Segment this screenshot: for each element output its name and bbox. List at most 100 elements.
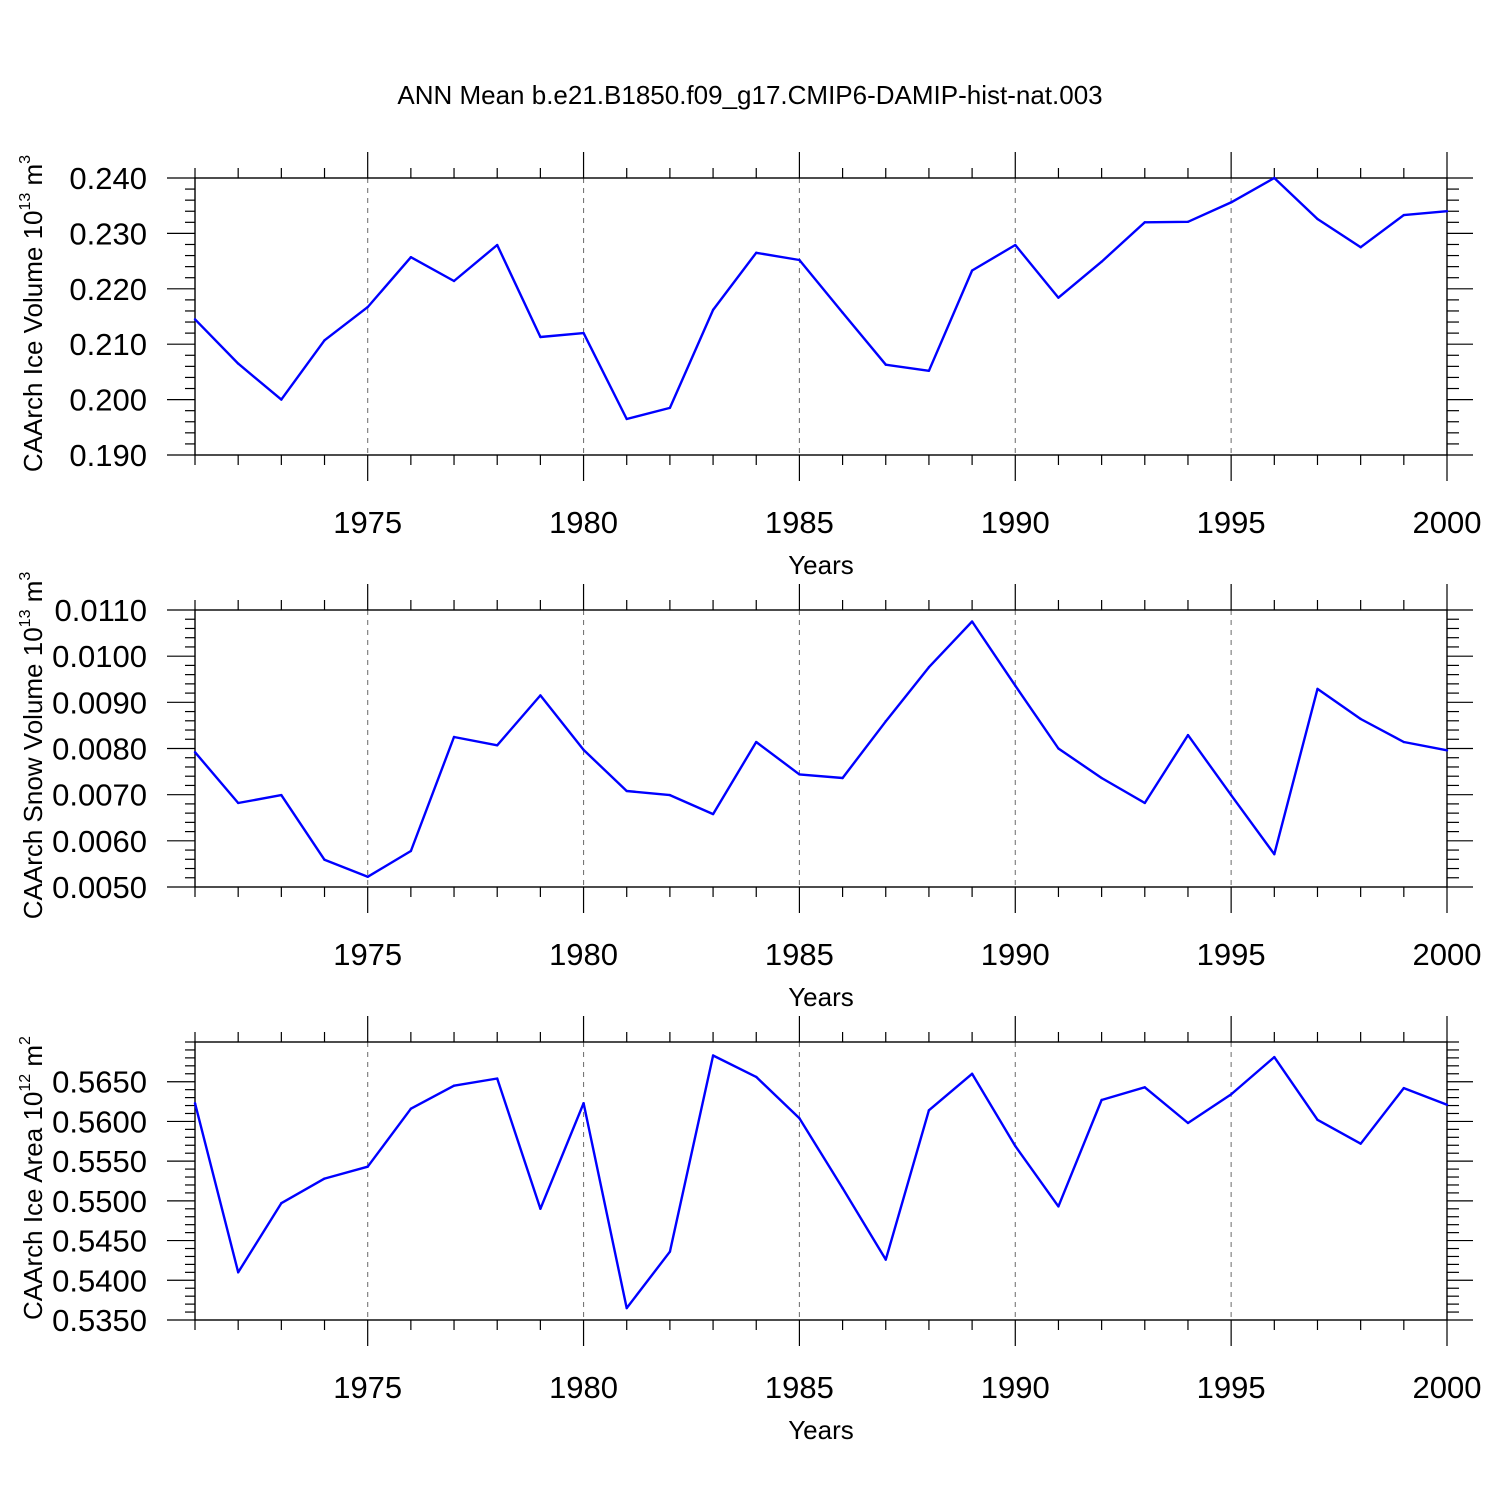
data-point	[755, 251, 758, 254]
data-point	[927, 1109, 931, 1112]
y-axis-title: CAArch Ice Area 1012 m2	[17, 1036, 48, 1320]
y-tick-label: 0.0080	[52, 732, 147, 767]
y-tick-label: 0.5500	[52, 1184, 147, 1219]
data-point	[582, 331, 585, 335]
y-tick-label: 0.5550	[52, 1144, 147, 1179]
data-point	[625, 789, 628, 793]
series-line	[194, 620, 1448, 878]
data-point	[798, 773, 801, 776]
series-line	[193, 1054, 1448, 1310]
x-tick-label: 1975	[333, 937, 402, 972]
y-tick-label: 0.5450	[52, 1224, 147, 1259]
data-point	[366, 1165, 369, 1168]
data-point	[970, 269, 974, 272]
data-point	[1229, 1093, 1233, 1096]
data-point	[193, 318, 197, 321]
data-point	[668, 1250, 672, 1253]
data-point	[539, 335, 542, 339]
x-tick-label: 1985	[765, 505, 834, 540]
data-point	[841, 311, 844, 314]
data-point	[1100, 776, 1103, 780]
data-point	[927, 369, 931, 372]
data-point	[1143, 1086, 1146, 1089]
data-point	[1359, 717, 1362, 721]
x-tick-label: 1975	[333, 1370, 402, 1405]
data-point	[496, 744, 499, 747]
data-point	[236, 801, 240, 805]
data-point	[323, 339, 326, 342]
data-point	[1100, 260, 1103, 263]
data-point	[798, 1117, 801, 1120]
panel-1: 0.190 0.200 0.210 0.220 0.230 0.240 1975 1980 19…	[17, 152, 1481, 580]
data-point	[1273, 1055, 1276, 1059]
data-point	[409, 1107, 413, 1110]
data-point	[1057, 747, 1060, 750]
y-tick-label: 0.0050	[52, 870, 147, 905]
data-point	[970, 1072, 974, 1075]
data-point	[366, 875, 369, 879]
data-point	[1186, 733, 1190, 737]
data-point	[1143, 221, 1146, 224]
data-point	[323, 858, 326, 861]
data-point	[452, 735, 456, 739]
data-point	[1316, 687, 1319, 691]
data-point	[539, 1207, 542, 1211]
x-tick-label: 1995	[1197, 937, 1266, 972]
x-tick-label: 2000	[1413, 505, 1482, 540]
data-point	[280, 398, 283, 401]
data-point	[452, 1084, 456, 1087]
x-tick-label: 1980	[549, 1370, 618, 1405]
data-point	[668, 793, 672, 797]
data-point	[323, 1177, 326, 1180]
data-point	[1014, 243, 1017, 247]
x-tick-label: 1975	[333, 505, 402, 540]
x-tick-label: 1985	[765, 1370, 834, 1405]
data-point	[1229, 793, 1233, 797]
data-point	[1445, 749, 1449, 752]
x-tick-label: 1985	[765, 937, 834, 972]
y-tick-label: 0.220	[69, 272, 147, 307]
y-tick-label: 0.0100	[52, 639, 147, 674]
data-point	[539, 694, 542, 697]
data-point	[1057, 296, 1060, 299]
data-point	[798, 258, 801, 262]
data-point	[668, 406, 672, 410]
data-point	[927, 666, 931, 669]
panel-3: 0.5350 0.5400 0.5450 0.5500 0.5550 0.5600 0.56…	[17, 1016, 1481, 1445]
data-point	[1402, 213, 1406, 217]
data-point	[409, 849, 413, 853]
y-tick-label: 0.5600	[52, 1104, 147, 1139]
panel-2: 0.0050 0.0060 0.0070 0.0080 0.0090 0.0100 0.01…	[17, 572, 1481, 1012]
data-point	[841, 1186, 844, 1190]
data-point	[755, 1075, 758, 1079]
x-tick-label: 1980	[549, 505, 618, 540]
data-point	[1186, 1121, 1190, 1125]
data-point	[582, 1101, 585, 1105]
x-tick-label: 1980	[549, 937, 618, 972]
y-tick-label: 0.240	[69, 161, 147, 196]
data-point	[755, 740, 758, 744]
x-tick-label: 1990	[981, 505, 1050, 540]
data-point	[1445, 1103, 1449, 1106]
data-point	[884, 720, 887, 723]
series-line	[194, 176, 1448, 421]
y-tick-label: 0.5350	[52, 1303, 147, 1338]
data-point	[1359, 246, 1362, 249]
y-tick-label: 0.200	[69, 383, 147, 418]
data-point	[1402, 1086, 1406, 1090]
data-point	[711, 1054, 715, 1057]
data-point	[193, 1101, 197, 1105]
data-point	[1057, 1205, 1060, 1208]
plot-frame	[194, 1041, 1448, 1321]
plot-frame	[194, 177, 1448, 456]
data-point	[280, 1202, 283, 1205]
y-tick-label: 0.230	[69, 216, 147, 251]
data-point	[625, 1306, 628, 1310]
x-tick-label: 1995	[1197, 505, 1266, 540]
y-axis-title: CAArch Snow Volume 1013 m3	[17, 572, 48, 920]
data-point	[625, 417, 628, 421]
data-point	[1014, 1144, 1017, 1148]
data-point	[452, 279, 456, 283]
data-point	[1273, 176, 1276, 180]
